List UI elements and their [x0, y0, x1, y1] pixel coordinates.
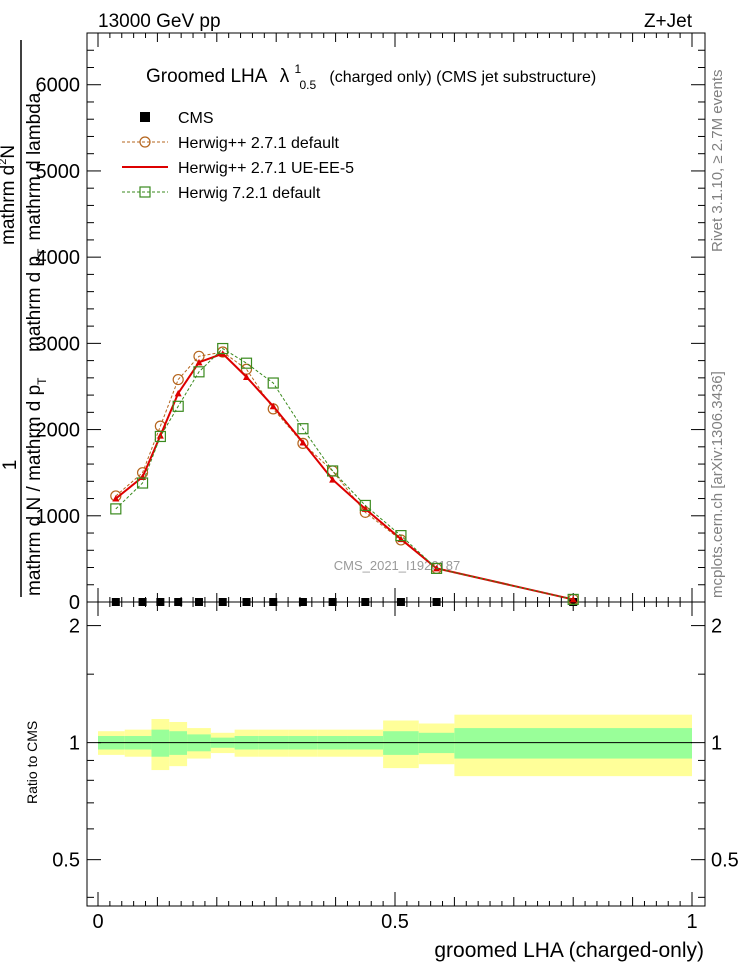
ratio-y-axis-label: Ratio to CMS — [24, 721, 40, 804]
herwigpp-ueee5-point — [243, 373, 250, 380]
title-prefix: Groomed LHA — [146, 66, 268, 87]
axis-tick-labels: 0 1000 2000 3000 4000 5000 6000 0 0.5 1 0.5 0.5 1 1 2 2 — [36, 75, 739, 933]
cms-data-point — [242, 598, 251, 606]
herwig7-default-point — [567, 593, 579, 606]
herwig7-default-point — [193, 366, 205, 378]
cms-data-point — [218, 598, 227, 606]
cms-data-point — [269, 598, 278, 606]
chart-title: Groomed LHA λ 1 0.5 (charged only) (CMS … — [146, 57, 596, 94]
legend: CMS Herwig++ 2.7.1 default Herwig++ 2.7.… — [122, 110, 354, 202]
herwigpp-ueee5-point — [329, 476, 337, 483]
herwig7-default-point — [359, 499, 371, 512]
herwig7-default-point — [395, 530, 407, 542]
cms-data-point — [361, 598, 370, 606]
ratio-inner-band — [454, 728, 692, 759]
series-layer — [110, 342, 579, 606]
herwigpp-default-point — [172, 373, 184, 386]
cms-data-point — [328, 598, 337, 606]
y-axis-label-line2: mathrm d2N — [0, 145, 19, 245]
ratio-y-tick-label-right: 1 — [711, 733, 722, 755]
cms-data-point — [194, 598, 203, 606]
herwigpp-ueee5-point — [299, 439, 307, 446]
title-sub: 0.5 — [299, 78, 316, 92]
header-right: Z+Jet — [644, 11, 693, 32]
title-symbol: λ — [280, 66, 290, 87]
legend-label-herwigpp-ueee5: Herwig++ 2.7.1 UE-EE-5 — [178, 160, 354, 177]
legend-marker-herwig7-default — [139, 186, 151, 198]
ratio-y-tick-label: 2 — [69, 616, 80, 638]
series-line — [115, 352, 574, 601]
legend-marker-herwigpp-default — [139, 136, 151, 148]
y-tick-label: 5000 — [36, 161, 81, 183]
ratio-y-tick-label-right: 0.5 — [711, 850, 739, 872]
herwig7-default-point — [430, 562, 443, 574]
y-tick-label: 0 — [69, 592, 80, 614]
cms-data-point — [432, 598, 441, 606]
x-axis-label: groomed LHA (charged-only) — [434, 939, 704, 962]
cms-data-point — [298, 598, 307, 606]
herwigpp-default-point — [297, 437, 309, 449]
y-axis-label: 1 mathrm d N / mathrm d pT mathrm d2N ma… — [0, 40, 49, 597]
cms-data-point — [396, 598, 405, 606]
cms-data-point — [138, 598, 147, 606]
y-tick-label: 6000 — [36, 75, 81, 97]
x-tick-label: 1 — [686, 911, 697, 933]
cms-data-point — [156, 598, 165, 606]
axis-ticks — [87, 33, 705, 906]
header-left: 13000 GeV pp — [98, 11, 221, 32]
y-axis-label-numerator: 1 — [0, 460, 21, 471]
herwigpp-ueee5-point — [195, 358, 203, 366]
cms-data-point — [111, 598, 120, 606]
herwig7-default-point — [240, 357, 253, 369]
ratio-bands — [98, 714, 692, 777]
legend-label-cms: CMS — [178, 110, 214, 127]
herwigpp-ueee5-point — [112, 495, 120, 502]
side-mcplots-label: mcplots.cern.ch [arXiv:1306.3436] — [709, 371, 726, 598]
y-tick-label: 2000 — [36, 420, 81, 442]
ratio-plot-frame — [86, 601, 706, 907]
herwig7-default-point — [136, 477, 149, 489]
herwig7-default-point — [154, 430, 166, 443]
legend-marker-cms — [140, 112, 150, 122]
legend-label-herwig7-default: Herwig 7.2.1 default — [178, 185, 321, 202]
y-tick-label: 4000 — [36, 247, 81, 269]
side-rivet-label: Rivet 3.1.10, ≥ 2.7M events — [709, 70, 726, 253]
ratio-y-tick-label-right: 2 — [711, 616, 722, 638]
y-axis-label-line3: mathrm d pTmathrm d lambda — [24, 92, 49, 352]
ratio-inner-band — [151, 729, 170, 757]
herwigpp-ueee5-point — [156, 432, 164, 439]
cms-data-point — [174, 598, 183, 606]
y-axis-label-line1: mathrm d N / mathrm d pT — [24, 377, 49, 596]
y-tick-label: 3000 — [36, 333, 81, 355]
herwig7-default-point — [172, 400, 184, 412]
herwig7-default-point — [217, 342, 229, 355]
herwigpp-ueee5-point — [174, 389, 182, 397]
herwig7-default-point — [110, 503, 122, 515]
herwig7-default-point — [267, 377, 279, 389]
herwigpp-ueee5-point — [269, 402, 277, 410]
title-sup: 1 — [294, 62, 301, 76]
y-tick-label: 1000 — [36, 506, 81, 528]
ratio-y-tick-label: 0.5 — [52, 850, 80, 872]
herwig7-default-point — [297, 423, 309, 435]
title-suffix: (charged only) (CMS jet substructure) — [329, 69, 596, 86]
legend-label-herwigpp-default: Herwig++ 2.7.1 default — [178, 135, 340, 152]
herwig7-default-point — [327, 465, 339, 477]
x-tick-label: 0 — [92, 911, 103, 933]
x-tick-label: 0.5 — [381, 911, 409, 933]
ratio-y-tick-label: 1 — [69, 733, 80, 755]
